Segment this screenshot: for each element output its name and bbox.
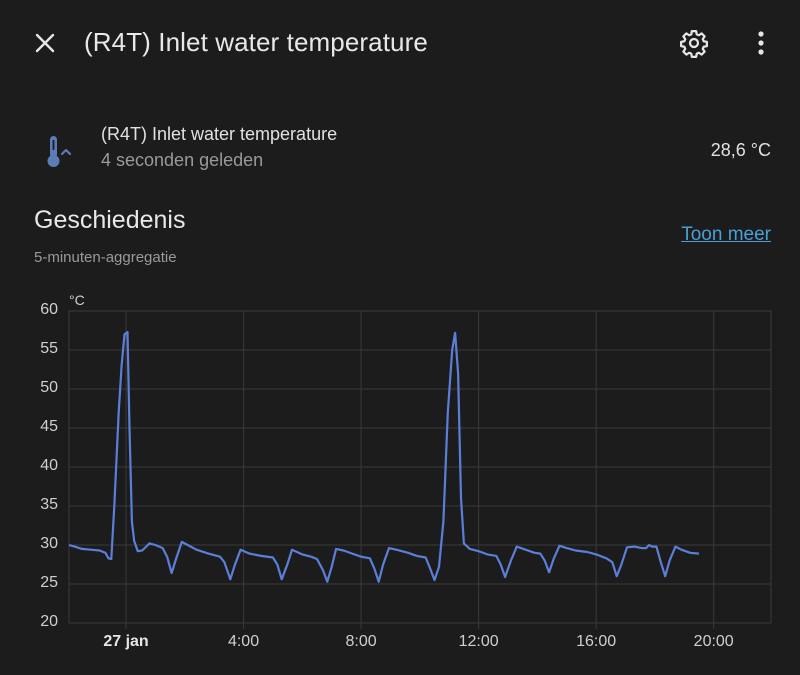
entity-name: (R4T) Inlet water temperature xyxy=(101,124,338,144)
close-button[interactable] xyxy=(26,24,64,62)
y-tick-label: 45 xyxy=(40,418,58,435)
series-line xyxy=(68,330,700,583)
y-tick-label: 20 xyxy=(40,613,58,630)
y-axis-unit: °C xyxy=(69,292,85,308)
thermometer-chevron-up-icon xyxy=(47,136,72,167)
dots-vertical-icon xyxy=(758,31,764,55)
history-title: Geschiedenis xyxy=(34,206,186,234)
entity-last-changed: 4 seconden geleden xyxy=(101,150,264,170)
entity-row[interactable]: (R4T) Inlet water temperature 4 seconden… xyxy=(0,112,800,182)
entity-state: 28,6 °C xyxy=(710,140,771,160)
x-tick-label: 8:00 xyxy=(345,633,377,650)
y-tick-label: 55 xyxy=(40,340,58,357)
x-tick-label: 16:00 xyxy=(576,633,617,650)
y-tick-label: 25 xyxy=(40,574,58,591)
dialog-title: (R4T) Inlet water temperature xyxy=(84,27,428,57)
close-icon xyxy=(35,33,55,53)
x-tick-label: 20:00 xyxy=(693,633,734,650)
y-tick-label: 35 xyxy=(40,496,58,513)
y-tick-label: 50 xyxy=(40,379,58,396)
aggregation-label: 5-minuten-aggregatie xyxy=(34,249,177,266)
chart-plot[interactable] xyxy=(0,280,800,675)
x-tick-label: 27 jan xyxy=(103,633,149,650)
y-tick-label: 40 xyxy=(40,457,58,474)
history-chart[interactable]: °C 60 55 50 45 40 35 30 25 20 27 jan 4:00 8:00 12:00… xyxy=(0,280,800,675)
dialog-header: (R4T) Inlet water temperature xyxy=(0,0,800,86)
x-tick-label: 4:00 xyxy=(227,633,260,650)
x-tick-label: 12:00 xyxy=(458,633,499,650)
show-more-link[interactable]: Toon meer xyxy=(681,224,771,245)
gear-icon xyxy=(680,30,708,58)
y-tick-label: 30 xyxy=(40,535,58,552)
more-options-button[interactable] xyxy=(742,24,780,62)
settings-button[interactable] xyxy=(675,24,713,62)
y-tick-label: 60 xyxy=(40,301,58,318)
